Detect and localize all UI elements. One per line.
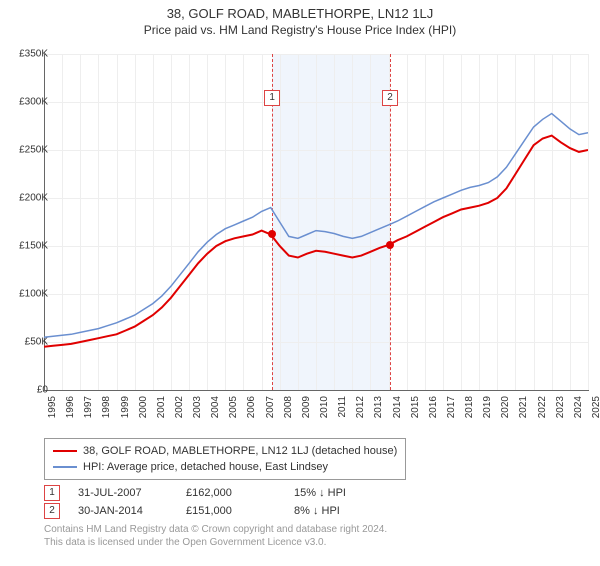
footer-line: Contains HM Land Registry data © Crown c… [44, 524, 387, 537]
legend-swatch [53, 450, 77, 452]
x-axis-label: 2022 [537, 396, 548, 418]
event-date: 30-JAN-2014 [78, 505, 168, 517]
event-row-1: 1 31-JUL-2007 £162,000 15% ↓ HPI [44, 484, 384, 502]
event-date: 31-JUL-2007 [78, 487, 168, 499]
event-flag-marker: 1 [264, 90, 280, 106]
x-axis-label: 1996 [65, 396, 76, 418]
footer-attribution: Contains HM Land Registry data © Crown c… [44, 524, 387, 549]
chart-subtitle: Price paid vs. HM Land Registry's House … [0, 23, 600, 37]
event-delta: 8% ↓ HPI [294, 505, 384, 517]
x-axis-label: 2013 [373, 396, 384, 418]
x-axis-label: 2024 [573, 396, 584, 418]
event-flag-marker: 2 [382, 90, 398, 106]
footer-line: This data is licensed under the Open Gov… [44, 537, 387, 550]
legend-item-property: 38, GOLF ROAD, MABLETHORPE, LN12 1LJ (de… [53, 443, 397, 459]
x-axis-label: 2021 [518, 396, 529, 418]
event-delta: 15% ↓ HPI [294, 487, 384, 499]
legend-label: 38, GOLF ROAD, MABLETHORPE, LN12 1LJ (de… [83, 445, 397, 457]
event-flag-icon: 1 [44, 485, 60, 501]
x-axis-label: 1997 [83, 396, 94, 418]
x-axis-label: 2017 [446, 396, 457, 418]
x-axis-label: 2025 [591, 396, 600, 418]
chart-legend: 38, GOLF ROAD, MABLETHORPE, LN12 1LJ (de… [44, 438, 406, 480]
event-price: £162,000 [186, 487, 276, 499]
x-axis-label: 2023 [555, 396, 566, 418]
price-marker [386, 241, 394, 249]
x-axis-label: 2008 [283, 396, 294, 418]
chart-title: 38, GOLF ROAD, MABLETHORPE, LN12 1LJ [0, 6, 600, 21]
x-axis-label: 2020 [500, 396, 511, 418]
legend-label: HPI: Average price, detached house, East… [83, 461, 328, 473]
legend-swatch [53, 466, 77, 468]
price-marker [268, 230, 276, 238]
event-row-2: 2 30-JAN-2014 £151,000 8% ↓ HPI [44, 502, 384, 520]
chart-plot-area: 12 [44, 54, 588, 390]
chart-lines [44, 54, 588, 390]
events-table: 1 31-JUL-2007 £162,000 15% ↓ HPI 2 30-JA… [44, 484, 384, 520]
x-axis-label: 2011 [337, 396, 348, 418]
x-axis-label: 2001 [156, 396, 167, 418]
x-axis-label: 1995 [47, 396, 58, 418]
x-axis-label: 2005 [228, 396, 239, 418]
x-axis-label: 2014 [392, 396, 403, 418]
x-axis-label: 2007 [265, 396, 276, 418]
x-axis-label: 1999 [120, 396, 131, 418]
x-axis-label: 2018 [464, 396, 475, 418]
event-price: £151,000 [186, 505, 276, 517]
x-axis-label: 2010 [319, 396, 330, 418]
x-axis-label: 2000 [138, 396, 149, 418]
event-flag-icon: 2 [44, 503, 60, 519]
x-axis-label: 1998 [101, 396, 112, 418]
x-axis-label: 2015 [410, 396, 421, 418]
x-axis-label: 2012 [355, 396, 366, 418]
x-axis-label: 2003 [192, 396, 203, 418]
x-axis-label: 2002 [174, 396, 185, 418]
legend-item-hpi: HPI: Average price, detached house, East… [53, 459, 397, 475]
x-axis-label: 2006 [246, 396, 257, 418]
x-axis-label: 2004 [210, 396, 221, 418]
x-axis-label: 2009 [301, 396, 312, 418]
series-line-hpi [44, 114, 588, 338]
x-axis-label: 2019 [482, 396, 493, 418]
x-axis-label: 2016 [428, 396, 439, 418]
